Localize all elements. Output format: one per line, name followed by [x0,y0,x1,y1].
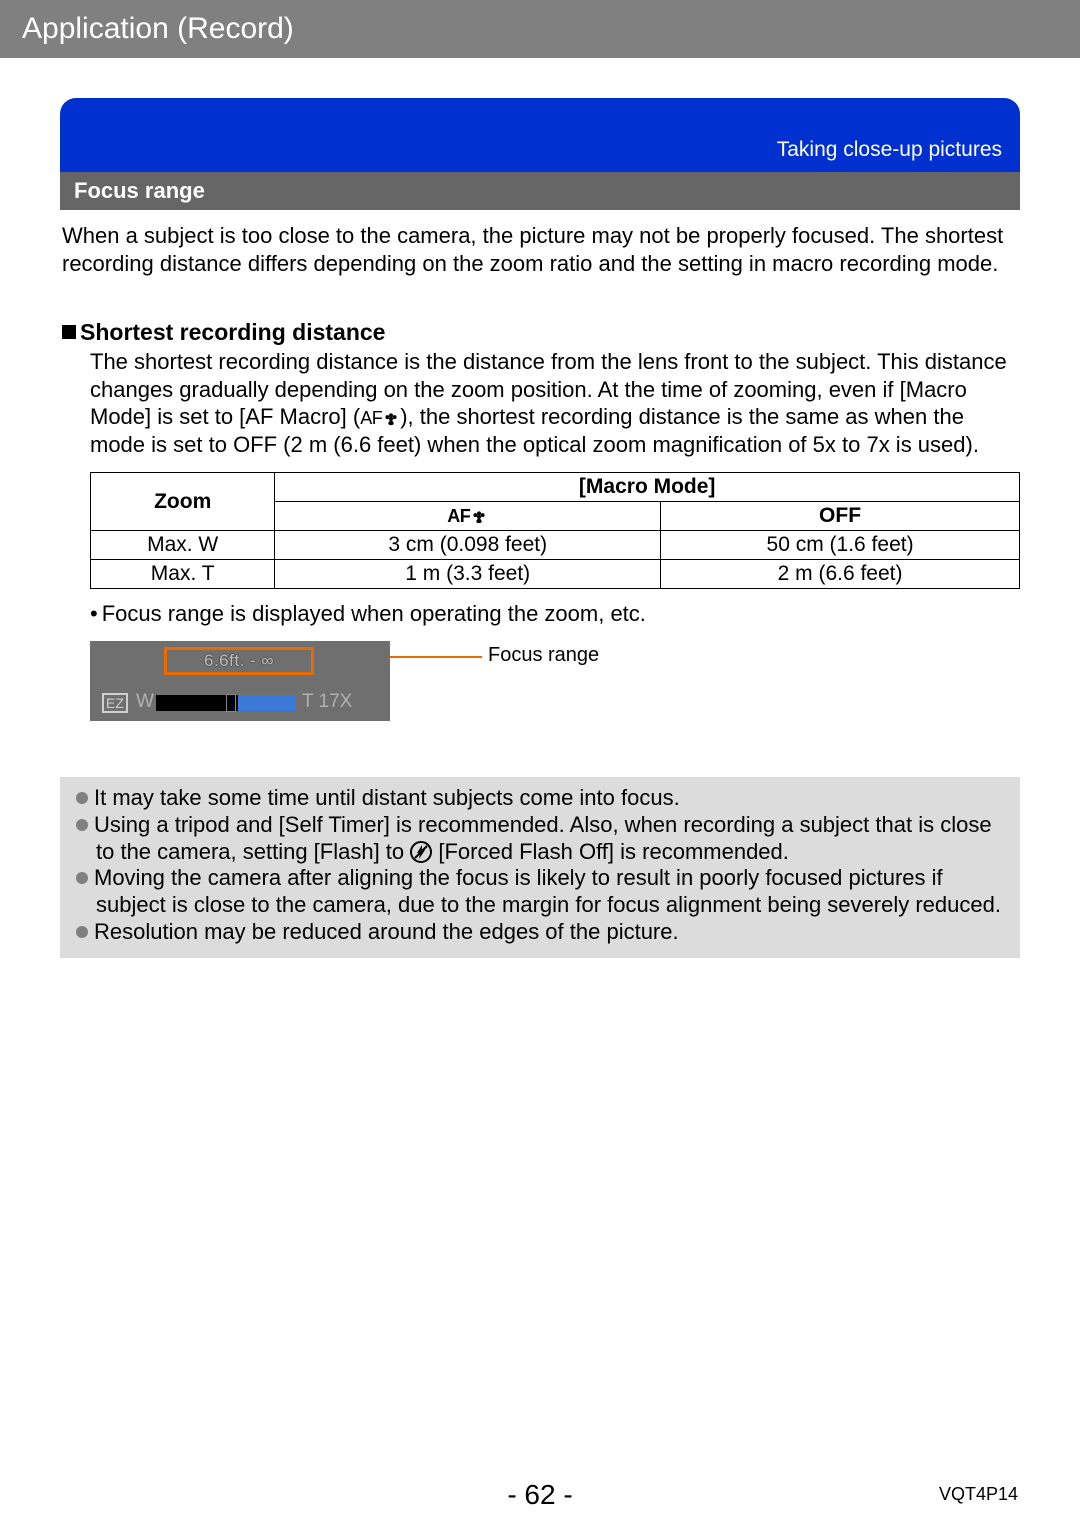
table-row: Max. W 3 cm (0.098 feet) 50 cm (1.6 feet… [91,531,1020,560]
cell-af: 3 cm (0.098 feet) [275,531,661,560]
tip-item: Moving the camera after aligning the foc… [70,865,1010,919]
section-body: The shortest recording distance is the d… [60,346,1020,458]
tip-text: Resolution may be reduced around the edg… [94,919,679,944]
tip-item: Resolution may be reduced around the edg… [70,919,1010,946]
dot-bullet-icon: • [90,601,98,626]
cell-zoom: Max. W [91,531,275,560]
square-bullet-icon [62,325,76,339]
flash-off-icon [410,841,432,863]
macro-table: Zoom [Macro Mode] AF OFF Max. W 3 cm (0.… [90,472,1020,589]
flower-icon [382,409,400,427]
page-number: - 62 - [0,1479,1080,1511]
tip-item: It may take some time until distant subj… [70,785,1010,812]
page-header: Application (Record) [0,0,1080,58]
round-bullet-icon [76,819,88,831]
col-macro: [Macro Mode] [275,473,1020,502]
zoom-t-label: T 17X [302,691,352,713]
section-title: Shortest recording distance [60,319,1020,346]
flower-icon [470,507,488,525]
round-bullet-icon [76,792,88,804]
tip-text: It may take some time until distant subj… [94,785,680,810]
intro-paragraph: When a subject is too close to the camer… [60,210,1020,277]
note-line: •Focus range is displayed when operating… [60,589,1020,627]
table-row: Zoom [Macro Mode] [91,473,1020,502]
subheader-text: Focus range [74,178,205,203]
tips-box: It may take some time until distant subj… [60,777,1020,958]
zoom-w-label: W [136,691,154,713]
lcd-preview: 6.6ft. - ∞ EZ W T 17X [90,641,390,721]
doc-code: VQT4P14 [939,1484,1018,1505]
zoom-bar [156,695,296,711]
col-off: OFF [661,502,1020,531]
cell-af: 1 m (3.3 feet) [275,560,661,589]
af-macro-icon: AF [360,407,400,430]
ez-badge: EZ [102,693,128,713]
tip-text: Moving the camera after aligning the foc… [94,865,1001,917]
header-title: Application (Record) [22,12,294,45]
col-af: AF [275,502,661,531]
focus-range-diagram: 6.6ft. - ∞ EZ W T 17X Focus range [90,641,1020,721]
tip-text-b: [Forced Flash Off] is recommended. [432,839,789,864]
topic-banner: Taking close-up pictures [60,98,1020,172]
cell-off: 50 cm (1.6 feet) [661,531,1020,560]
cell-off: 2 m (6.6 feet) [661,560,1020,589]
note-text: Focus range is displayed when operating … [102,601,646,626]
col-zoom: Zoom [91,473,275,531]
range-readout: 6.6ft. - ∞ [164,647,314,675]
table-row: Max. T 1 m (3.3 feet) 2 m (6.6 feet) [91,560,1020,589]
tip-item: Using a tripod and [Self Timer] is recom… [70,812,1010,866]
banner-text: Taking close-up pictures [777,138,1002,161]
cell-zoom: Max. T [91,560,275,589]
page-content: Taking close-up pictures Focus range Whe… [0,58,1080,958]
section-title-text: Shortest recording distance [80,319,385,345]
round-bullet-icon [76,872,88,884]
round-bullet-icon [76,926,88,938]
diagram-label: Focus range [488,644,599,667]
subheader: Focus range [60,172,1020,210]
